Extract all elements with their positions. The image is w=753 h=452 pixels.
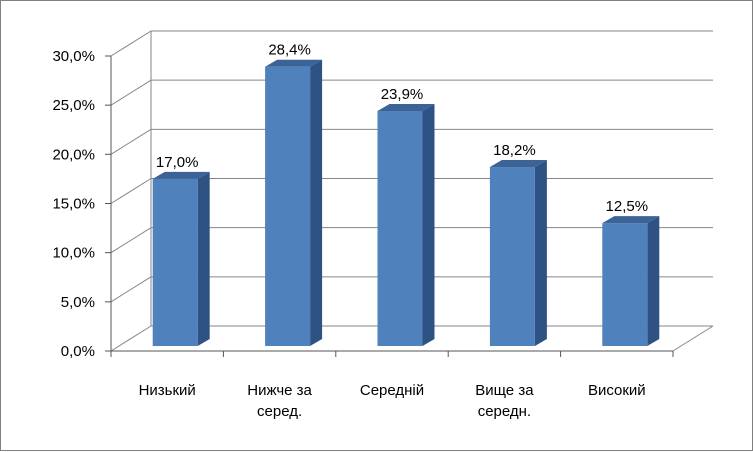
data-label: 17,0% [156,154,199,171]
bar-1 [152,171,210,346]
data-label: 23,9% [381,86,424,103]
bar-side [534,160,547,346]
gridline-diagonal [110,79,152,106]
x-category-label: Нижче за серед. [247,382,312,420]
bar-top [377,103,435,111]
bars [152,59,660,346]
data-label: 18,2% [493,142,536,159]
gridline-diagonal [110,227,152,254]
y-tick-label: 15,0% [52,196,95,213]
x-category-label: Низький [139,382,196,399]
bar-front [152,178,198,346]
gridline-diagonal [110,276,152,303]
x-category-label-line: Низький [139,382,196,399]
labels: 0,0% 5,0% 10,0% 15,0% 20,0% 25,0% 30,0% 17,0% Ни… [52,42,648,420]
x-category-label-line: серед. [257,403,302,420]
bar-top [489,160,547,168]
bar-top [265,59,323,67]
bar-front [489,167,535,346]
x-category-label: Високий [588,382,646,399]
bar-side [310,59,323,346]
bar-front [265,66,311,346]
bar-2 [265,59,323,346]
x-category-label-line: Вище за [475,382,534,399]
bar-front [602,223,648,346]
y-tick-label: 30,0% [52,48,95,65]
y-tick-label: 20,0% [52,146,95,163]
y-tick-label: 5,0% [61,294,95,311]
x-category-label: Вище за середн. [475,382,534,420]
bar-side [197,171,210,346]
bar-side [647,216,660,346]
x-category-label-line: Високий [588,382,646,399]
data-label: 28,4% [268,42,311,59]
gridline-diagonal [110,178,152,204]
x-category-label-line: середн. [478,403,531,420]
bar-3 [377,103,435,346]
bar-front [377,110,423,346]
y-tick-label: 25,0% [52,97,95,114]
bar-4 [489,160,547,346]
bar-5 [602,216,660,346]
floor-edge-right [672,325,714,352]
x-category-label-line: Середній [360,382,424,399]
x-category-label-line: Нижче за [247,382,312,399]
gridline-diagonal [110,30,152,57]
y-tick-label: 10,0% [52,245,95,262]
bar-top [152,171,210,179]
gridline-diagonal [110,128,152,155]
gridline-diagonal [110,325,152,352]
bar-side [422,103,435,346]
data-label: 12,5% [606,198,649,215]
bar-top [602,216,660,224]
y-tick-label: 0,0% [61,343,95,360]
x-category-label: Середній [360,382,424,399]
